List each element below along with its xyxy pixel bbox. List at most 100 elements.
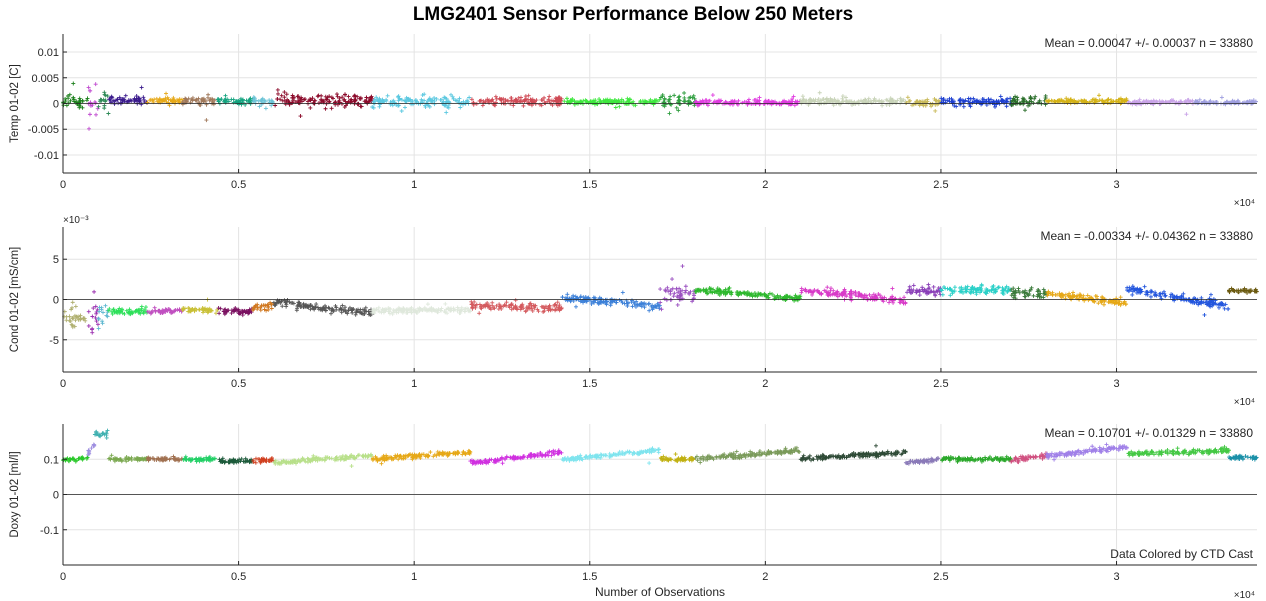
data-point bbox=[710, 93, 715, 98]
data-point bbox=[534, 98, 539, 103]
data-point bbox=[382, 99, 387, 104]
y-exponent-label: ×10⁻³ bbox=[63, 215, 89, 226]
data-point bbox=[184, 99, 189, 104]
data-point bbox=[96, 104, 101, 109]
data-point bbox=[816, 97, 821, 102]
x-tick-label: 0 bbox=[60, 179, 66, 191]
data-point bbox=[457, 96, 462, 101]
data-point bbox=[526, 93, 531, 98]
data-point bbox=[87, 88, 92, 93]
data-point bbox=[451, 96, 456, 101]
data-point bbox=[958, 97, 963, 102]
data-point bbox=[115, 97, 120, 102]
data-point bbox=[840, 94, 845, 99]
data-point bbox=[917, 103, 922, 108]
data-point bbox=[216, 99, 221, 104]
data-point bbox=[139, 85, 144, 90]
data-point bbox=[206, 92, 211, 97]
data-point bbox=[284, 92, 289, 97]
data-point bbox=[403, 105, 407, 110]
data-point bbox=[248, 96, 253, 101]
data-point bbox=[259, 98, 264, 103]
data-point bbox=[352, 93, 357, 98]
data-point bbox=[275, 96, 280, 101]
data-point bbox=[503, 97, 508, 102]
data-point bbox=[815, 99, 820, 104]
data-point bbox=[71, 81, 76, 86]
data-point bbox=[791, 94, 796, 99]
x-tick-label: 3 bbox=[1113, 179, 1119, 191]
data-point bbox=[539, 103, 544, 108]
data-point bbox=[608, 97, 613, 102]
data-point bbox=[729, 99, 734, 104]
data-point bbox=[522, 97, 527, 102]
data-point bbox=[102, 103, 107, 108]
data-point bbox=[667, 111, 672, 116]
data-point bbox=[478, 98, 483, 103]
data-point bbox=[426, 97, 431, 102]
data-point bbox=[335, 94, 340, 99]
data-point bbox=[890, 98, 895, 103]
data-point bbox=[390, 103, 395, 108]
data-point bbox=[251, 95, 256, 100]
data-point bbox=[63, 96, 68, 101]
data-point bbox=[65, 93, 70, 98]
data-point bbox=[706, 99, 711, 104]
data-point bbox=[516, 99, 521, 104]
data-point bbox=[176, 98, 181, 103]
data-point bbox=[425, 102, 430, 107]
data-point bbox=[757, 102, 762, 107]
data-point bbox=[564, 96, 569, 101]
data-point bbox=[829, 98, 834, 103]
data-point bbox=[778, 102, 783, 107]
data-point bbox=[446, 99, 451, 104]
data-point bbox=[95, 106, 100, 111]
data-point bbox=[933, 108, 938, 113]
data-point bbox=[68, 98, 73, 103]
data-point bbox=[397, 96, 402, 101]
data-point bbox=[330, 96, 335, 101]
data-point bbox=[853, 102, 858, 107]
data-point bbox=[133, 98, 138, 103]
data-point bbox=[705, 103, 710, 108]
data-point bbox=[396, 98, 401, 103]
data-point bbox=[465, 98, 470, 103]
data-point bbox=[273, 103, 278, 108]
data-point bbox=[343, 99, 348, 104]
data-point bbox=[682, 90, 687, 95]
temp-stats-annotation: Mean = 0.00047 +/- 0.00037 n = 33880 bbox=[1044, 36, 1253, 50]
data-point bbox=[343, 92, 348, 97]
data-point bbox=[66, 100, 71, 105]
data-point bbox=[63, 99, 68, 104]
data-point bbox=[138, 98, 143, 103]
data-point bbox=[327, 99, 332, 104]
temp-panel: 0 0.5 1 1.5 2 2.5 3-0.01-0.00500.0050.01×10⁴Te… bbox=[9, 34, 1259, 209]
data-point bbox=[444, 110, 449, 115]
data-point bbox=[438, 97, 443, 102]
data-point bbox=[691, 93, 696, 98]
data-point bbox=[693, 99, 698, 104]
data-point bbox=[757, 98, 762, 103]
data-point bbox=[72, 99, 77, 104]
data-point bbox=[547, 94, 552, 99]
data-point bbox=[77, 105, 82, 110]
data-point bbox=[716, 98, 721, 103]
x-tick-label: 2.5 bbox=[933, 179, 948, 191]
data-point bbox=[263, 106, 268, 111]
data-point bbox=[723, 101, 728, 106]
data-point bbox=[370, 104, 375, 109]
data-point bbox=[223, 100, 228, 105]
y-tick-label: -0.01 bbox=[34, 150, 59, 162]
data-point bbox=[289, 100, 294, 105]
data-point bbox=[71, 95, 76, 100]
data-point bbox=[613, 105, 618, 110]
data-point bbox=[905, 95, 910, 100]
data-point bbox=[329, 106, 334, 111]
data-point bbox=[164, 91, 169, 96]
data-point bbox=[298, 114, 303, 119]
data-point bbox=[275, 87, 280, 92]
data-point bbox=[860, 99, 865, 104]
data-point bbox=[879, 99, 884, 104]
data-point bbox=[161, 97, 166, 102]
data-point bbox=[688, 95, 693, 100]
